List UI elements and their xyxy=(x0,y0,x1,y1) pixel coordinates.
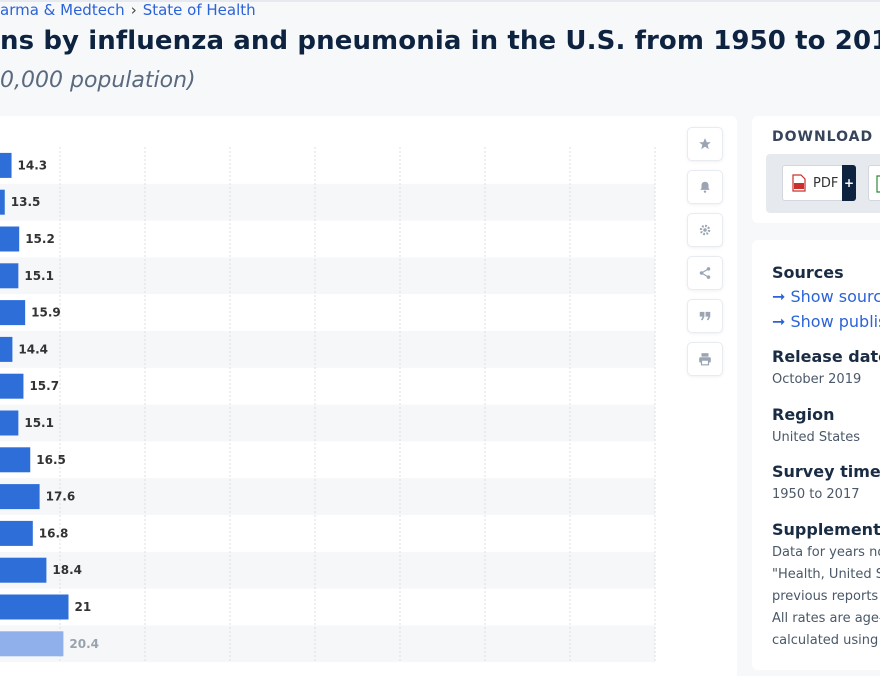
show-publisher-link[interactable]: ➞ Show publish xyxy=(772,312,880,331)
supplementary-note-line: All rates are age- xyxy=(772,611,880,626)
cite-button[interactable] xyxy=(687,299,723,333)
supplementary-note-line: calculated using xyxy=(772,633,879,648)
data-label: 15.1 xyxy=(24,269,54,283)
top-border xyxy=(0,0,880,2)
data-label: 15.2 xyxy=(25,232,55,246)
breadcrumb-item-state-of-health[interactable]: State of Health xyxy=(142,1,256,19)
star-icon xyxy=(699,138,711,150)
bar xyxy=(0,189,5,215)
row-stripe xyxy=(0,478,655,515)
settings-button[interactable] xyxy=(687,213,723,247)
statistic-info-panel: Sources ➞ Show source ➞ Show publish Rel… xyxy=(752,240,880,670)
region-value: United States xyxy=(772,430,861,445)
download-panel: DOWNLOAD PDF + xyxy=(752,116,880,223)
data-label: 15.7 xyxy=(29,379,59,393)
chart-card: 14.3 13.5 15.2 15.1 15.9 14.4 15.7 15.1 16.5 17.6… xyxy=(0,116,737,676)
bar xyxy=(0,557,47,583)
supplementary-note-line: Data for years no xyxy=(772,545,880,560)
download-options: PDF + xyxy=(766,154,880,213)
pdf-label: PDF xyxy=(813,175,839,191)
region-heading: Region xyxy=(772,405,835,424)
data-label: 16.5 xyxy=(36,453,66,467)
print-icon xyxy=(699,353,711,366)
show-source-link[interactable]: ➞ Show source xyxy=(772,287,880,306)
breadcrumb-item-pharma-medtech[interactable]: arma & Medtech xyxy=(0,1,125,19)
supplementary-heading: Supplementar xyxy=(772,520,880,539)
xls-file-icon xyxy=(876,175,880,193)
bar xyxy=(0,520,33,546)
page-title: ns by influenza and pneumonia in the U.S… xyxy=(0,26,880,56)
data-label: 16.8 xyxy=(39,526,69,540)
bar xyxy=(0,631,64,657)
row-stripe xyxy=(0,257,655,295)
pdf-options-button[interactable]: + xyxy=(842,165,856,201)
quote-icon xyxy=(699,311,711,321)
release-date-heading: Release date xyxy=(772,347,880,366)
row-stripe xyxy=(0,183,655,221)
xls-download-button[interactable] xyxy=(868,165,880,201)
bar xyxy=(0,226,20,252)
row-stripe xyxy=(0,331,655,368)
download-title: DOWNLOAD xyxy=(772,129,874,145)
share-button[interactable] xyxy=(687,256,723,290)
chart-toolbar xyxy=(687,127,723,385)
data-label: 20.4 xyxy=(69,637,99,651)
row-stripe xyxy=(0,404,655,442)
bar xyxy=(0,152,12,178)
data-label: 14.4 xyxy=(18,342,48,356)
row-stripe xyxy=(0,625,655,663)
breadcrumb: arma & Medtech › State of Health xyxy=(0,1,256,19)
bar xyxy=(0,263,19,289)
row-stripe xyxy=(0,551,655,589)
share-icon xyxy=(699,267,711,279)
pdf-file-icon xyxy=(792,174,806,192)
favorite-button[interactable] xyxy=(687,127,723,161)
survey-period-value: 1950 to 2017 xyxy=(772,487,860,502)
bar xyxy=(0,484,40,510)
sources-heading: Sources xyxy=(772,263,844,282)
data-label: 15.9 xyxy=(31,306,61,320)
bar-chart: 14.3 13.5 15.2 15.1 15.9 14.4 15.7 15.1 16.5 17.6… xyxy=(0,147,656,663)
bar xyxy=(0,300,26,326)
data-label: 18.4 xyxy=(52,563,82,577)
supplementary-note-line: "Health, United S xyxy=(772,567,880,582)
print-button[interactable] xyxy=(687,342,723,376)
data-label: 15.1 xyxy=(24,416,54,430)
data-label: 21 xyxy=(75,600,92,614)
pdf-download-button[interactable]: PDF + xyxy=(782,165,856,201)
release-date-value: October 2019 xyxy=(772,372,862,387)
page-subtitle: 0,000 population) xyxy=(0,68,196,93)
bar xyxy=(0,594,69,620)
bar xyxy=(0,447,31,473)
bar xyxy=(0,373,24,399)
breadcrumb-separator: › xyxy=(130,1,137,19)
survey-period-heading: Survey time pe xyxy=(772,462,880,481)
notification-button[interactable] xyxy=(687,170,723,204)
bar xyxy=(0,336,13,362)
data-label: 14.3 xyxy=(18,158,48,172)
bar xyxy=(0,410,19,436)
supplementary-note-line: previous reports xyxy=(772,589,879,604)
gear-icon xyxy=(699,224,711,236)
bell-icon xyxy=(700,181,710,193)
data-label: 13.5 xyxy=(11,195,41,209)
data-label: 17.6 xyxy=(46,490,76,504)
